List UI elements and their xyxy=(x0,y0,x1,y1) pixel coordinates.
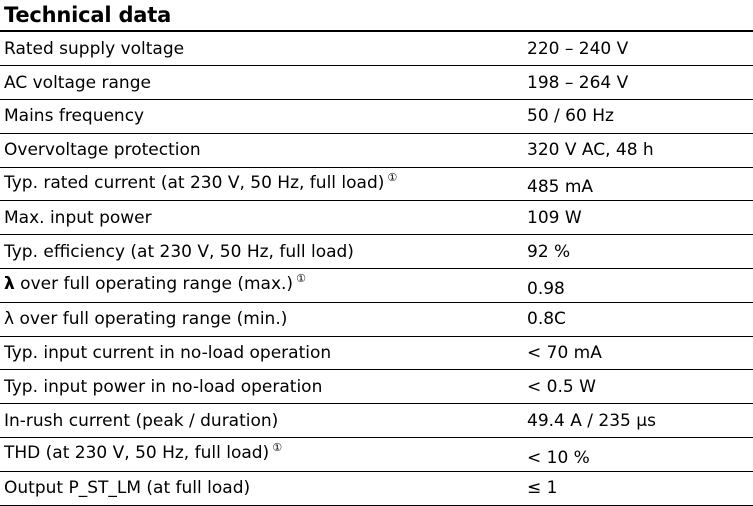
row-label-cell: λ over full operating range (max.) ① xyxy=(0,268,525,303)
table-row: Typ. input power in no-load operation < … xyxy=(0,369,753,405)
row-value: 220 – 240 V xyxy=(525,32,753,67)
row-value: 109 W xyxy=(525,200,753,236)
table-row: Mains frequency 50 / 60 Hz xyxy=(0,99,753,134)
table-row: Rated supply voltage 220 – 240 V xyxy=(0,32,753,67)
row-label: Overvoltage protection xyxy=(0,133,525,168)
row-value: 50 / 60 Hz xyxy=(525,99,753,134)
table-row: In-rush current (peak / duration) 49.4 A… xyxy=(0,403,753,439)
footnote-marker-icon: ① xyxy=(272,441,283,455)
row-value: 49.4 A / 235 µs xyxy=(525,403,753,439)
section-title: Technical data xyxy=(4,3,172,27)
table-row: THD (at 230 V, 50 Hz, full load) ① < 10 % xyxy=(0,437,753,472)
technical-data-table: Rated supply voltage 220 – 240 V AC volt… xyxy=(0,32,753,506)
row-label: Typ. efficiency (at 230 V, 50 Hz, full l… xyxy=(0,234,525,270)
row-value: 0.8C xyxy=(525,302,753,337)
row-value: ≤ 1 xyxy=(525,471,753,506)
title-divider xyxy=(0,30,753,32)
row-label: In-rush current (peak / duration) xyxy=(0,403,525,439)
row-label: Typ. input power in no-load operation xyxy=(0,369,525,405)
row-value: 320 V AC, 48 h xyxy=(525,133,753,168)
row-label-cell: Typ. rated current (at 230 V, 50 Hz, ful… xyxy=(0,167,525,202)
table-row: λ over full operating range (min.) 0.8C xyxy=(0,302,753,337)
table-row: AC voltage range 198 – 264 V xyxy=(0,65,753,101)
row-label: Typ. rated current (at 230 V, 50 Hz, ful… xyxy=(4,172,385,193)
lambda-symbol: λ xyxy=(4,274,15,295)
row-label-cell: THD (at 230 V, 50 Hz, full load) ① xyxy=(0,437,525,472)
row-value: 0.98 xyxy=(525,268,753,303)
row-value: 198 – 264 V xyxy=(525,65,753,101)
row-label: Rated supply voltage xyxy=(0,32,525,67)
table-row: Typ. input current in no-load operation … xyxy=(0,336,753,371)
row-value: < 70 mA xyxy=(525,336,753,371)
row-label: THD (at 230 V, 50 Hz, full load) xyxy=(4,443,270,464)
row-label: Typ. input current in no-load operation xyxy=(0,336,525,371)
row-value: < 10 % xyxy=(525,437,753,472)
table-row: λ over full operating range (max.) ① 0.98 xyxy=(0,268,753,303)
row-label: over full operating range (max.) xyxy=(14,274,294,295)
row-label: Max. input power xyxy=(0,200,525,236)
row-value: < 0.5 W xyxy=(525,369,753,405)
row-label: AC voltage range xyxy=(0,65,525,101)
row-label: Output P_ST_LM (at full load) xyxy=(0,471,525,506)
table-row: Overvoltage protection 320 V AC, 48 h xyxy=(0,133,753,168)
footnote-marker-icon: ① xyxy=(387,171,398,185)
row-value: 485 mA xyxy=(525,167,753,202)
row-value: 92 % xyxy=(525,234,753,270)
table-row: Typ. efficiency (at 230 V, 50 Hz, full l… xyxy=(0,234,753,270)
footnote-marker-icon: ① xyxy=(296,272,306,286)
row-label: Mains frequency xyxy=(0,99,525,134)
table-row: Output P_ST_LM (at full load) ≤ 1 xyxy=(0,471,753,506)
table-row: Typ. rated current (at 230 V, 50 Hz, ful… xyxy=(0,167,753,202)
row-label: λ over full operating range (min.) xyxy=(0,302,525,337)
table-row: Max. input power 109 W xyxy=(0,200,753,236)
